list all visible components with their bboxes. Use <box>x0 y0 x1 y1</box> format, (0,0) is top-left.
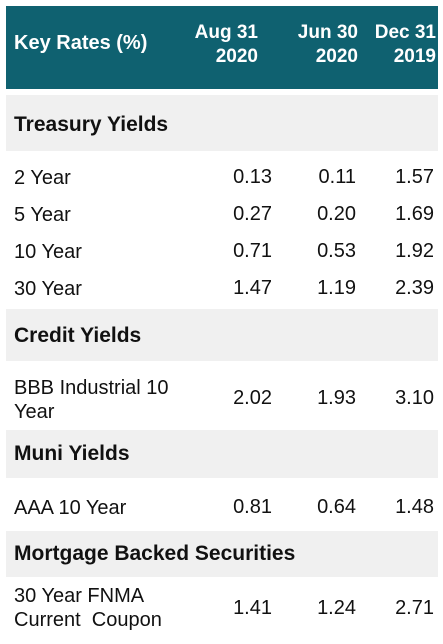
row-label: 2 Year <box>14 167 71 189</box>
section-muni-yields: Muni Yields <box>6 430 438 478</box>
table-header: Key Rates (%) Aug 31 2020 Jun 30 2020 De… <box>6 6 438 89</box>
section-mortgage-backed-securities: Mortgage Backed Securities <box>6 531 438 577</box>
table-row: 30 Year 1.47 1.19 2.39 <box>6 271 438 305</box>
value-dec-31-2019: 1.92 <box>395 240 434 262</box>
value-aug-31-2020: 0.81 <box>233 496 272 518</box>
value-dec-31-2019: 1.48 <box>395 496 434 518</box>
value-aug-31-2020: 0.71 <box>233 240 272 262</box>
value-jun-30-2020: 0.20 <box>317 203 356 225</box>
value-jun-30-2020: 0.53 <box>317 240 356 262</box>
section-title: Treasury Yields <box>14 113 169 136</box>
value-dec-31-2019: 2.39 <box>395 277 434 299</box>
table-title: Key Rates (%) <box>14 32 148 54</box>
value-jun-30-2020: 1.24 <box>317 597 356 619</box>
row-label: 30 Year <box>14 278 82 300</box>
table-row: BBB Industrial 10 Year 2.02 1.93 3.10 <box>6 369 438 425</box>
value-aug-31-2020: 2.02 <box>233 387 272 409</box>
value-jun-30-2020: 1.19 <box>317 277 356 299</box>
row-label-line-1: 30 Year FNMA <box>14 585 145 607</box>
table-row: AAA 10 Year 0.81 0.64 1.48 <box>6 486 438 526</box>
value-aug-31-2020: 0.13 <box>233 166 272 188</box>
value-jun-30-2020: 0.11 <box>318 166 356 188</box>
row-label-line-2: Year <box>14 401 55 423</box>
table-row: 30 Year FNMA Current Coupon 1.41 1.24 2.… <box>6 581 438 638</box>
table-row: 10 Year 0.71 0.53 1.92 <box>6 234 438 268</box>
table-row: 2 Year 0.13 0.11 1.57 <box>6 160 438 194</box>
value-dec-31-2019: 3.10 <box>395 387 434 409</box>
value-aug-31-2020: 1.41 <box>233 597 272 619</box>
row-label-line-2: Current Coupon <box>14 609 162 631</box>
section-title: Mortgage Backed Securities <box>14 542 296 565</box>
section-title: Credit Yields <box>14 324 142 347</box>
column-header-jun-30-2020: Jun 30 2020 <box>297 22 358 67</box>
value-aug-31-2020: 0.27 <box>233 203 272 225</box>
value-dec-31-2019: 1.69 <box>395 203 434 225</box>
section-credit-yields: Credit Yields <box>6 309 438 361</box>
value-aug-31-2020: 1.47 <box>233 277 272 299</box>
value-dec-31-2019: 1.57 <box>395 166 434 188</box>
row-label: AAA 10 Year <box>14 497 127 519</box>
table-row: 5 Year 0.27 0.20 1.69 <box>6 197 438 231</box>
value-dec-31-2019: 2.71 <box>395 597 434 619</box>
column-header-dec-31-2019: Dec 31 2019 <box>374 22 436 67</box>
value-jun-30-2020: 0.64 <box>317 496 356 518</box>
section-treasury-yields: Treasury Yields <box>6 95 438 151</box>
row-label-line-1: BBB Industrial 10 <box>14 377 169 399</box>
key-rates-table: Key Rates (%) Aug 31 2020 Jun 30 2020 De… <box>6 6 438 638</box>
value-jun-30-2020: 1.93 <box>317 387 356 409</box>
row-label: 5 Year <box>14 204 71 226</box>
row-label: 10 Year <box>14 241 82 263</box>
section-title: Muni Yields <box>14 442 130 465</box>
column-header-aug-31-2020: Aug 31 2020 <box>194 22 258 67</box>
